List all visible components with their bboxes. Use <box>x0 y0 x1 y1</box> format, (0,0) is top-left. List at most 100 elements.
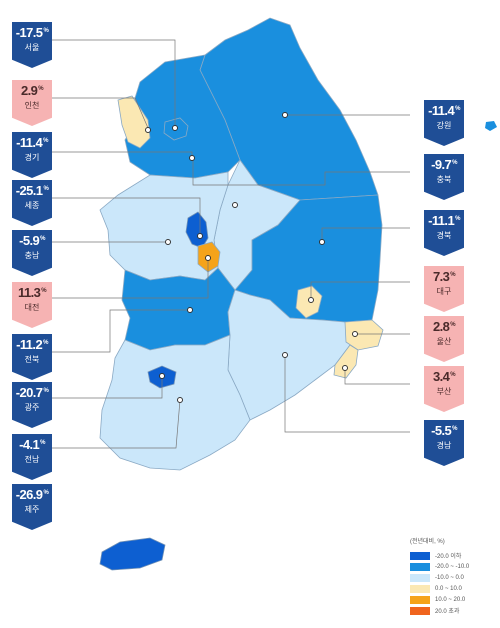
marker-gyeongbuk <box>319 239 325 245</box>
value-chungnam: -5.9 <box>19 233 40 248</box>
value-gyeongbuk: -11.1 <box>428 213 455 228</box>
unit-jeonbuk: % <box>43 340 48 346</box>
badge-seoul: -17.5% 서울 <box>12 22 52 68</box>
unit-jeju: % <box>43 490 49 496</box>
legend-label: 20.0 초과 <box>435 609 460 615</box>
unit-busan: % <box>450 372 456 378</box>
marker-daegu <box>308 297 314 303</box>
value-ulsan: 2.8 <box>432 319 450 334</box>
marker-sejong <box>197 233 203 239</box>
badge-gyeonggi: -11.4% 경기 <box>12 132 52 178</box>
badge-jeju: -26.9% 제주 <box>12 484 52 530</box>
marker-ulsan <box>352 331 358 337</box>
value-daejeon: 11.3 <box>18 285 41 300</box>
marker-jeonbuk <box>187 307 193 313</box>
marker-busan <box>342 365 348 371</box>
legend-swatch <box>410 584 430 593</box>
unit-daegu: % <box>450 272 456 278</box>
unit-chungnam: % <box>40 236 45 242</box>
legend-item: -10.0 ~ 0.0 <box>410 572 469 583</box>
legend-swatch <box>410 573 430 582</box>
legend-item: 10.0 ~ 20.0 <box>410 594 469 605</box>
legend-title: (전년대비, %) <box>410 539 445 545</box>
badge-daegu: 7.3% 대구 <box>424 266 464 312</box>
unit-seoul: % <box>43 28 49 34</box>
legend-label: 10.0 ~ 20.0 <box>435 596 466 603</box>
unit-gyeongbuk: % <box>455 216 460 222</box>
unit-chungbuk: % <box>452 160 457 166</box>
region-sejong <box>185 211 209 249</box>
label-gyeonggi: 경기 <box>24 153 40 162</box>
badge-chungbuk: -9.7% 충북 <box>424 154 464 200</box>
marker-gyeongnam <box>282 352 288 358</box>
label-daejeon: 대전 <box>24 303 40 312</box>
value-seoul: -17.5 <box>15 25 43 40</box>
legend-label: -20.0 ~ -10.0 <box>435 563 470 570</box>
unit-gangwon: % <box>455 106 460 112</box>
badge-incheon: 2.9% 인천 <box>12 80 52 126</box>
legend-swatch <box>410 595 430 604</box>
marker-gwangju <box>159 373 165 379</box>
legend-item: 20.0 초과 <box>410 605 469 616</box>
unit-gwangju: % <box>43 388 49 394</box>
legend-label: -10.0 ~ 0.0 <box>435 574 464 581</box>
label-seoul: 서울 <box>24 43 40 52</box>
value-daegu: 7.3 <box>432 269 450 284</box>
legend-swatch <box>410 551 430 560</box>
legend-item: 0.0 ~ 10.0 <box>410 583 469 594</box>
marker-gyeonggi <box>189 155 195 161</box>
value-jeonbuk: -11.2 <box>16 337 43 352</box>
unit-gyeonggi: % <box>43 138 48 144</box>
badge-jeonnam: -4.1% 전남 <box>12 434 52 480</box>
region-ulsan <box>344 319 384 351</box>
legend-swatch <box>410 562 430 571</box>
badge-chungnam: -5.9% 충남 <box>12 230 52 276</box>
label-ulsan: 울산 <box>436 337 452 346</box>
region-busan <box>333 344 359 379</box>
marker-jeonnam <box>177 397 183 403</box>
value-gyeonggi: -11.4 <box>16 135 43 150</box>
region-incheon <box>117 95 151 149</box>
value-sejong: -25.1 <box>15 183 43 198</box>
legend-label: -20.0 이하 <box>435 554 462 560</box>
unit-jeonnam: % <box>40 440 45 446</box>
label-sejong: 세종 <box>24 201 40 210</box>
legend: (전년대비, %) -20.0 이하 -20.0 ~ -10.0 -10.0 ~… <box>410 536 469 616</box>
value-chungbuk: -9.7 <box>431 157 452 172</box>
value-gwangju: -20.7 <box>15 385 43 400</box>
badge-daejeon: 11.3% 대전 <box>12 282 52 328</box>
label-gyeongbuk: 경북 <box>436 231 452 240</box>
region-jeonnam <box>99 334 251 471</box>
value-jeju: -26.9 <box>15 487 43 502</box>
label-busan: 부산 <box>436 387 452 396</box>
value-jeonnam: -4.1 <box>19 437 40 452</box>
label-gyeongnam: 경남 <box>436 441 452 450</box>
badge-ulsan: 2.8% 울산 <box>424 316 464 362</box>
value-gyeongnam: -5.5 <box>431 423 452 438</box>
marker-chungnam <box>165 239 171 245</box>
label-jeju: 제주 <box>24 505 40 514</box>
badge-sejong: -25.1% 세종 <box>12 180 52 226</box>
value-gangwon: -11.4 <box>428 103 455 118</box>
value-incheon: 2.9 <box>20 83 38 98</box>
legend-label: 0.0 ~ 10.0 <box>435 585 462 592</box>
label-jeonnam: 전남 <box>24 455 40 464</box>
label-gangwon: 강원 <box>436 121 452 130</box>
marker-gangwon <box>282 112 288 118</box>
badge-gyeongnam: -5.5% 경남 <box>424 420 464 466</box>
region-jeju <box>99 537 166 571</box>
label-chungbuk: 충북 <box>436 175 452 184</box>
marker-incheon <box>145 127 151 133</box>
ulleung-island <box>485 121 497 131</box>
region-jeonbuk <box>121 267 236 351</box>
badge-gyeongbuk: -11.1% 경북 <box>424 210 464 256</box>
badge-jeonbuk: -11.2% 전북 <box>12 334 52 380</box>
marker-daejeon <box>205 255 211 261</box>
unit-gyeongnam: % <box>452 426 457 432</box>
marker-chungbuk <box>232 202 238 208</box>
label-incheon: 인천 <box>24 101 40 110</box>
label-jeonbuk: 전북 <box>24 355 40 364</box>
legend-swatch <box>410 606 430 615</box>
value-busan: 3.4 <box>432 369 450 384</box>
